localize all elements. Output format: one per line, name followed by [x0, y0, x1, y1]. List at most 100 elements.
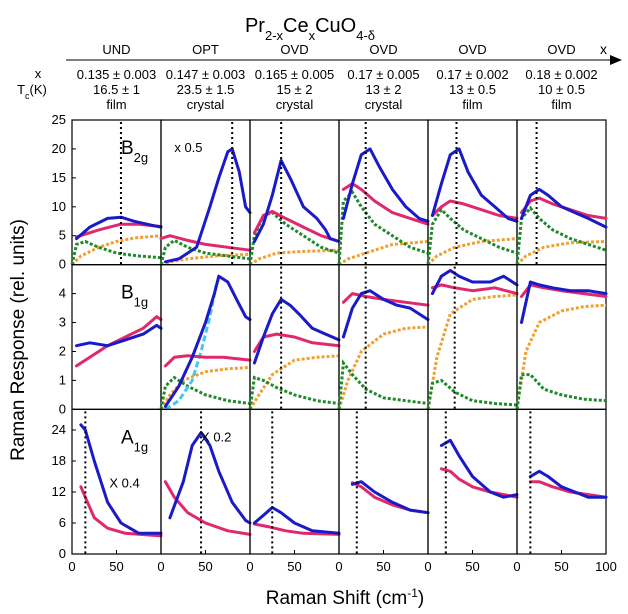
x-tick-label: 50: [465, 559, 479, 574]
series-pink-line: [252, 209, 341, 243]
panel: [515, 119, 608, 266]
series-green-line: [515, 205, 607, 265]
series-orange-line: [337, 325, 429, 410]
column-tc-value: 16.5 ± 1: [93, 82, 140, 97]
column-tc-value: 15 ± 2: [276, 82, 312, 97]
column-phase-label: OVD: [280, 42, 308, 57]
series-pink-line: [430, 199, 519, 220]
series-orange-line: [426, 293, 518, 410]
series-blue-line: [520, 280, 608, 324]
series-blue-line: [168, 431, 252, 525]
series-pink-line: [350, 481, 430, 515]
series-blue-line: [252, 159, 341, 243]
panel-frame: [71, 264, 162, 410]
x-tick-label: 0: [335, 559, 342, 574]
series-orange-line: [515, 240, 607, 266]
series-pink-line: [79, 485, 163, 538]
panel: [427, 408, 519, 555]
symmetry-label: B2g: [121, 138, 148, 165]
series-green-line: [159, 238, 251, 266]
symmetry-label: B1g: [121, 283, 148, 310]
series-orange-line: [515, 303, 607, 410]
x-axis-label: Raman Shift (cm-1): [266, 586, 424, 609]
x-tick-label: 0: [424, 559, 431, 574]
panel: [515, 264, 608, 410]
series-orange-line: [159, 365, 251, 411]
doping-arrow-head: [610, 55, 622, 65]
column-x-value: 0.165 ± 0.005: [255, 67, 334, 82]
x-tick-label: 50: [198, 559, 212, 574]
doping-arrow-label: x: [600, 41, 607, 57]
series-blue-line: [439, 438, 519, 499]
panel: [337, 264, 430, 410]
x-tick-label: 0: [157, 559, 164, 574]
x-tick-label: 0: [68, 559, 75, 574]
series-pink-line: [430, 283, 519, 296]
panel: [159, 264, 252, 411]
series-blue-line: [75, 215, 163, 241]
panel: [426, 119, 519, 266]
column-sample-type: film: [551, 97, 571, 112]
series-green-line: [248, 375, 340, 410]
series-blue-line: [163, 274, 252, 408]
series-pink-line: [341, 182, 430, 226]
symmetry-label: A1g: [121, 427, 148, 454]
series-pink-line: [252, 522, 341, 536]
series-blue-line: [252, 506, 341, 535]
column-x-value: 0.18 ± 0.002: [525, 67, 597, 82]
series-blue-line: [252, 297, 341, 365]
series-green-line: [426, 378, 518, 410]
series-green-line: [426, 207, 518, 265]
series-green-line: [70, 239, 162, 266]
x-tick-label: 50: [554, 559, 568, 574]
panel: [337, 119, 430, 266]
column-phase-label: OVD: [369, 42, 397, 57]
column-tc-value: 13 ± 0.5: [449, 82, 496, 97]
panel: [248, 264, 341, 411]
y-tick-label: 0: [59, 257, 66, 272]
y-tick-label: 1: [59, 372, 66, 387]
column-phase-label: OVD: [458, 42, 486, 57]
y-tick-label: 10: [52, 199, 66, 214]
column-phase-label: UND: [102, 42, 130, 57]
row-header-tc: Tc(K): [17, 82, 47, 101]
series-blue-line: [79, 423, 163, 535]
y-tick-label: 24: [52, 422, 66, 437]
series-cyan-line: [164, 284, 218, 411]
y-tick-label: 4: [59, 286, 66, 301]
column-sample-type: film: [106, 97, 126, 112]
series-green-line: [337, 359, 429, 410]
panel: [71, 264, 163, 410]
y-tick-label: 2: [59, 343, 66, 358]
column-sample-type: crystal: [187, 97, 225, 112]
panel: [338, 408, 430, 555]
column-tc-value: 23.5 ± 1.5: [177, 82, 235, 97]
column-sample-type: film: [462, 97, 482, 112]
column-x-value: 0.17 ± 0.005: [347, 67, 419, 82]
y-tick-label: 15: [52, 170, 66, 185]
x-tick-label: 50: [287, 559, 301, 574]
series-green-line: [515, 373, 607, 410]
panel-frame: [249, 119, 340, 266]
panel-frame: [338, 264, 429, 410]
scale-factor-note: X 0.4: [109, 475, 139, 490]
column-phase-label: OVD: [547, 42, 575, 57]
row-header-x: x: [35, 66, 42, 81]
series-pink-line: [163, 354, 252, 368]
y-tick-label: 20: [52, 141, 66, 156]
series-pink-line: [159, 234, 252, 252]
series-blue-line: [528, 469, 608, 499]
series-pink-line: [528, 480, 608, 499]
series-green-line: [337, 189, 429, 265]
scale-factor-note: X 0.2: [201, 429, 231, 444]
y-axis-label: Raman Response (rel. units): [8, 219, 29, 461]
column-tc-value: 13 ± 2: [365, 82, 401, 97]
series-orange-line: [426, 237, 518, 266]
series-blue-line: [75, 323, 163, 348]
x-tick-label: 0: [246, 559, 253, 574]
series-blue-line: [430, 147, 519, 223]
y-tick-label: 25: [52, 112, 66, 127]
series-green-line: [248, 210, 340, 265]
series-blue-line: [350, 480, 430, 515]
